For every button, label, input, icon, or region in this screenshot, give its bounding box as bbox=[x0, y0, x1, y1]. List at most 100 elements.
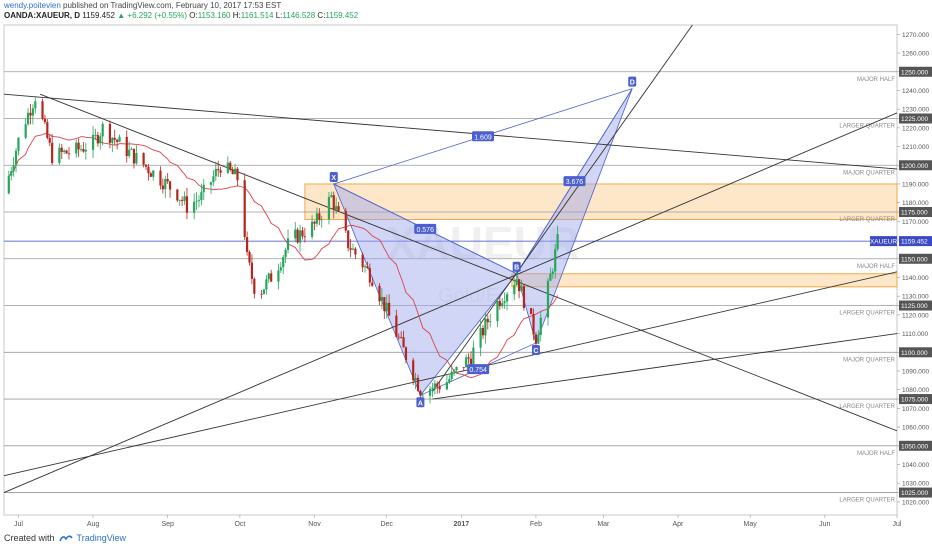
candle-body bbox=[282, 257, 285, 268]
candle-body bbox=[556, 234, 559, 250]
candle-body bbox=[231, 169, 234, 175]
candle-body bbox=[537, 334, 540, 344]
x-tick-label-10: May bbox=[744, 521, 758, 528]
candle-body bbox=[351, 248, 355, 250]
candle-body bbox=[248, 251, 251, 263]
candle-body bbox=[310, 221, 314, 237]
level-value-box-9 bbox=[899, 487, 932, 498]
author-link[interactable]: wendy.poitevien bbox=[4, 1, 61, 10]
candle-body bbox=[496, 300, 499, 322]
x-tick-label-12: Jul bbox=[893, 521, 902, 528]
candle-body bbox=[503, 301, 506, 304]
level-value-box-4 bbox=[899, 253, 932, 264]
pattern-point-box-A bbox=[416, 397, 425, 408]
candle-body bbox=[161, 185, 164, 190]
candle-body bbox=[397, 336, 400, 338]
candle-body bbox=[554, 249, 557, 272]
x-tick-label-5: Dec bbox=[380, 521, 393, 528]
candle-body bbox=[43, 118, 47, 123]
candle-body bbox=[479, 327, 482, 348]
last-price: 1159.452 bbox=[82, 11, 116, 20]
symbol-label: OANDA:XAUEUR, D bbox=[4, 11, 80, 20]
candle-body bbox=[469, 358, 473, 365]
level-value-box-2 bbox=[899, 160, 932, 171]
candle-body bbox=[428, 388, 432, 396]
trendline-0 bbox=[3, 93, 898, 170]
trendline-5 bbox=[432, 24, 693, 392]
x-tick-label-3: Oct bbox=[234, 521, 245, 528]
watermark-name: Gold/Euro bbox=[438, 285, 528, 307]
candle-body bbox=[82, 148, 85, 152]
x-tick-label-7: Feb bbox=[530, 521, 542, 528]
candle-body bbox=[436, 383, 439, 387]
tradingview-brand[interactable]: TradingView bbox=[76, 533, 127, 543]
x-tick-label-1: Aug bbox=[87, 521, 100, 528]
candle-body bbox=[520, 286, 523, 292]
candle-body bbox=[181, 199, 184, 201]
price-chart[interactable]: XAUEUR Gold/Euro MAJOR HALF LARGER QUARTER… bbox=[0, 0, 932, 530]
candle-body bbox=[277, 270, 280, 282]
y-tick-label-0: 1270.000 bbox=[902, 32, 929, 39]
candle-body bbox=[135, 152, 138, 164]
trendline-3 bbox=[3, 271, 898, 477]
pattern-point-D: D bbox=[630, 80, 635, 87]
candle-body bbox=[67, 153, 71, 155]
candle-body bbox=[344, 210, 347, 231]
y-tick-label-10: 1180.000 bbox=[902, 200, 929, 207]
y-tick-label-27: 1040.000 bbox=[902, 462, 929, 469]
candle-body bbox=[301, 230, 304, 237]
candle-body bbox=[296, 229, 299, 243]
candle-body bbox=[197, 200, 201, 201]
level-value-box-0 bbox=[899, 66, 932, 77]
candle-body bbox=[279, 267, 282, 271]
x-tick-label-2: Sep bbox=[161, 521, 174, 528]
candle-body bbox=[361, 254, 364, 268]
candle-body bbox=[330, 195, 333, 197]
candle-body bbox=[152, 170, 155, 177]
candle-body bbox=[486, 318, 489, 323]
y-tick-label-22: 1080.000 bbox=[902, 387, 929, 394]
candle-body bbox=[532, 313, 535, 335]
chart-header-ohlc: OANDA:XAUEUR, D 1159.452 ▲ +6.292 (+0.55… bbox=[4, 11, 359, 20]
trendline-2 bbox=[3, 112, 898, 493]
candle-body bbox=[455, 367, 458, 371]
candle-body bbox=[84, 149, 87, 152]
ratio-label-0: 0.576 bbox=[416, 227, 434, 234]
close-value: 1159.452 bbox=[325, 11, 359, 20]
candle-body bbox=[14, 150, 18, 166]
current-price-box bbox=[899, 236, 932, 247]
candle-body bbox=[438, 386, 441, 390]
candle-body bbox=[250, 262, 254, 279]
candle-body bbox=[41, 101, 44, 119]
candle-body bbox=[404, 347, 408, 361]
candle-body bbox=[354, 248, 357, 255]
candle-body bbox=[202, 184, 205, 193]
pattern-point-box-C bbox=[531, 344, 540, 355]
candle-body bbox=[431, 387, 434, 389]
level-label-4: MAJOR HALF bbox=[857, 264, 895, 270]
current-price-symbol: XAUEUR bbox=[870, 239, 897, 246]
candle-body bbox=[125, 136, 128, 157]
candle-body bbox=[116, 139, 119, 142]
candle-body bbox=[313, 221, 316, 224]
candle-body bbox=[448, 379, 451, 383]
candle-body bbox=[286, 238, 290, 250]
candle-body bbox=[128, 149, 131, 157]
candle-body bbox=[111, 137, 114, 143]
candle-body bbox=[77, 142, 80, 150]
candle-body bbox=[363, 266, 367, 268]
level-value-0: 1250.000 bbox=[901, 69, 928, 76]
candle-body bbox=[243, 180, 246, 238]
candle-body bbox=[24, 124, 27, 138]
level-label-2: MAJOR QUARTER bbox=[843, 170, 896, 176]
level-value-box-7 bbox=[899, 394, 932, 405]
ratio-box-3 bbox=[563, 176, 586, 187]
candle-body bbox=[195, 200, 198, 202]
high-value: 1161.514 bbox=[240, 11, 274, 20]
candle-body bbox=[489, 321, 492, 323]
candle-body bbox=[371, 282, 374, 286]
level-label-0: MAJOR HALF bbox=[857, 77, 895, 83]
pattern-point-box-X bbox=[329, 171, 338, 182]
candle-body bbox=[472, 347, 475, 365]
pattern-point-A: A bbox=[418, 400, 423, 407]
